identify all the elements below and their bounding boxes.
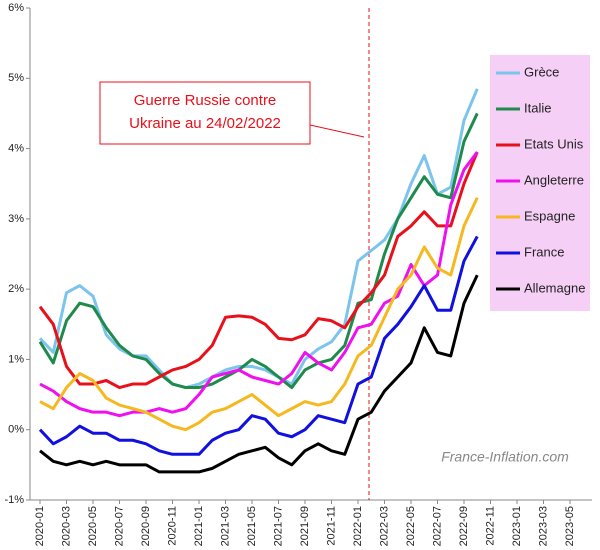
x-tick-label: 2022-01 [352,506,364,546]
series-line [38,112,479,390]
y-tick-label: 3% [8,213,24,225]
legend-label: Etats Unis [524,136,584,151]
y-tick-label: 2% [8,283,24,295]
legend-label: Allemagne [524,280,585,295]
x-tick-label: 2021-03 [219,506,231,546]
watermark: France-Inflation.com [441,449,569,465]
x-tick-label: 2021-09 [299,506,311,546]
x-tick-label: 2020-03 [60,506,72,546]
legend-label: Italie [524,100,551,115]
y-tick-label: 1% [8,353,24,365]
x-tick-label: 2022-09 [458,506,470,546]
series-line [39,274,479,474]
series-line [38,235,479,456]
x-tick-label: 2021-01 [193,506,205,546]
x-tick-label: 2020-05 [87,506,99,546]
x-tick-label: 2023-03 [537,506,549,546]
x-tick-label: 2022-05 [405,506,417,546]
y-tick-label: -1% [4,494,24,506]
y-tick-label: 5% [8,72,24,84]
annotation: Ukraine au 24/02/2022 [129,115,281,132]
series-line [38,88,479,390]
x-tick-label: 2021-11 [325,506,337,546]
x-tick-label: 2022-07 [431,506,443,546]
legend-label: Angleterre [524,172,584,187]
x-tick-label: 2021-07 [272,506,284,546]
legend-label: Espagne [524,208,575,223]
annotation: Guerre Russie contre [134,92,277,109]
y-tick-label: 6% [8,2,24,14]
x-tick-label: 2020-07 [113,506,125,546]
y-tick-label: 4% [8,142,24,154]
series-line [39,151,479,418]
x-tick-label: 2020-01 [34,506,46,546]
x-tick-label: 2020-11 [166,506,178,546]
series-line [38,151,479,390]
x-tick-label: 2022-03 [378,506,390,546]
x-tick-label: 2023-05 [564,506,576,546]
legend-label: France [524,244,564,259]
x-tick-label: 2022-11 [484,506,496,546]
legend-box [490,55,590,311]
x-tick-label: 2020-09 [140,506,152,546]
y-tick-label: 0% [8,424,24,436]
x-tick-label: 2023-01 [511,506,523,546]
annotation-pointer [309,124,365,138]
series-line [39,197,479,432]
legend-label: Grèce [524,64,559,79]
x-tick-label: 2021-05 [246,506,258,546]
annotation-box [99,81,311,145]
